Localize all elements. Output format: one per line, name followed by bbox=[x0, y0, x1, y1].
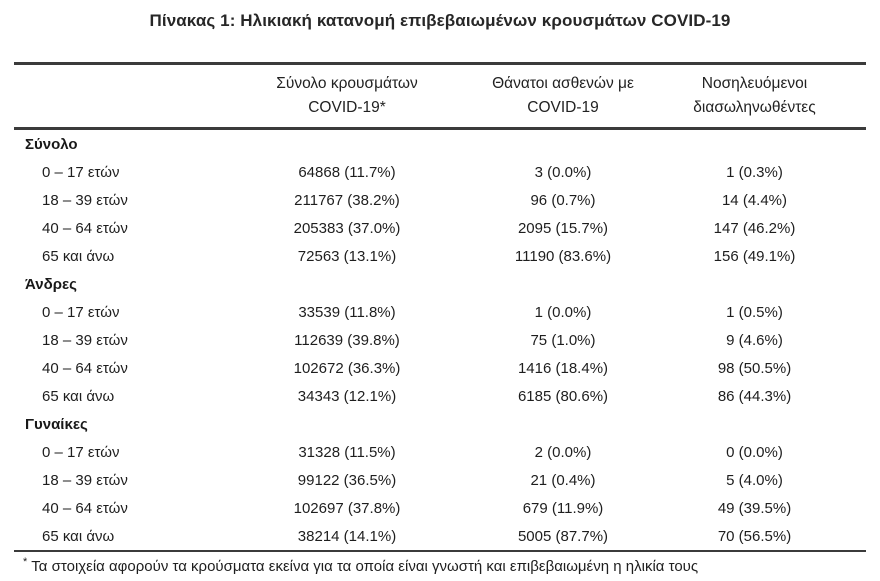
cases-value: 211767 (38.2%) bbox=[294, 191, 400, 209]
section-header-row: Γυναίκες bbox=[14, 410, 866, 438]
covid-age-table: Σύνολο κρουσμάτων COVID-19* Θάνατοι ασθε… bbox=[14, 62, 866, 550]
footnote-asterisk: * bbox=[23, 556, 28, 568]
table-header: Σύνολο κρουσμάτων COVID-19* Θάνατοι ασθε… bbox=[14, 63, 866, 130]
intubated-value: 86 (44.3%) bbox=[717, 387, 792, 405]
table-row: 0 – 17 ετών 64868 (11.7%) 3 (0.0%) 1 (0.… bbox=[14, 158, 866, 186]
table-body: Σύνολο 0 – 17 ετών 64868 (11.7%) 3 (0.0%… bbox=[14, 129, 866, 551]
intubated-value: 49 (39.5%) bbox=[717, 499, 792, 517]
header-total-cases-line2: COVID-19* bbox=[308, 99, 386, 116]
table-row: 65 και άνω 38214 (14.1%) 5005 (87.7%) 70… bbox=[14, 522, 866, 550]
deaths-value: 6185 (80.6%) bbox=[517, 387, 609, 405]
covid-age-table-container: Σύνολο κρουσμάτων COVID-19* Θάνατοι ασθε… bbox=[14, 62, 866, 575]
cases-value: 38214 (14.1%) bbox=[297, 527, 397, 545]
deaths-value: 21 (0.4%) bbox=[530, 471, 596, 489]
section-header-row: Σύνολο bbox=[14, 129, 866, 159]
row-label: 0 – 17 ετών bbox=[42, 163, 120, 181]
intubated-value: 14 (4.4%) bbox=[721, 191, 788, 209]
header-deaths: Θάνατοι ασθενών με COVID-19 bbox=[465, 63, 661, 130]
header-deaths-line1: Θάνατοι ασθενών με bbox=[492, 75, 634, 92]
intubated-value: 9 (4.6%) bbox=[726, 331, 783, 349]
header-deaths-line2: COVID-19 bbox=[527, 99, 599, 116]
row-label: 0 – 17 ετών bbox=[42, 303, 120, 321]
section-header-men: Άνδρες bbox=[25, 275, 77, 293]
cases-value: 205383 (37.0%) bbox=[293, 219, 401, 237]
section-header-total: Σύνολο bbox=[25, 135, 78, 153]
deaths-value: 1416 (18.4%) bbox=[517, 359, 609, 377]
deaths-value: 2 (0.0%) bbox=[534, 443, 592, 461]
table-row: 0 – 17 ετών 31328 (11.5%) 2 (0.0%) 0 (0.… bbox=[14, 438, 866, 466]
intubated-value: 1 (0.3%) bbox=[726, 163, 783, 181]
table-row: 18 – 39 ετών 112639 (39.8%) 75 (1.0%) 9 … bbox=[14, 326, 866, 354]
section-header-row: Άνδρες bbox=[14, 270, 866, 298]
intubated-value: 98 (50.5%) bbox=[717, 359, 792, 377]
cases-value: 64868 (11.7%) bbox=[298, 163, 396, 181]
row-label: 18 – 39 ετών bbox=[42, 331, 128, 349]
table-row: 40 – 64 ετών 102697 (37.8%) 679 (11.9%) … bbox=[14, 494, 866, 522]
table-row: 0 – 17 ετών 33539 (11.8%) 1 (0.0%) 1 (0.… bbox=[14, 298, 866, 326]
row-label: 65 και άνω bbox=[42, 387, 115, 405]
row-label: 0 – 17 ετών bbox=[42, 443, 120, 461]
deaths-value: 1 (0.0%) bbox=[534, 303, 592, 321]
section-header-women: Γυναίκες bbox=[25, 415, 88, 433]
intubated-value: 1 (0.5%) bbox=[726, 303, 783, 321]
cases-value: 34343 (12.1%) bbox=[297, 387, 397, 405]
deaths-value: 3 (0.0%) bbox=[534, 163, 592, 181]
deaths-value: 75 (1.0%) bbox=[530, 331, 596, 349]
footnote-text: Τα στοιχεία αφορούν τα κρούσματα εκείνα … bbox=[31, 558, 699, 575]
cases-value: 102672 (36.3%) bbox=[293, 359, 401, 377]
deaths-value: 5005 (87.7%) bbox=[517, 527, 609, 545]
table-row: 18 – 39 ετών 99122 (36.5%) 21 (0.4%) 5 (… bbox=[14, 466, 866, 494]
cases-value: 72563 (13.1%) bbox=[297, 247, 397, 265]
table-footnote: * Τα στοιχεία αφορούν τα κρούσματα εκείνα… bbox=[14, 550, 866, 575]
table-row: 18 – 39 ετών 211767 (38.2%) 96 (0.7%) 14… bbox=[14, 186, 866, 214]
row-label: 40 – 64 ετών bbox=[42, 219, 128, 237]
deaths-value: 96 (0.7%) bbox=[530, 191, 596, 209]
row-label: 65 και άνω bbox=[42, 247, 115, 265]
page-title: Πίνακας 1: Ηλικιακή κατανομή επιβεβαιωμέ… bbox=[149, 11, 731, 30]
intubated-value: 70 (56.5%) bbox=[717, 527, 792, 545]
deaths-value: 679 (11.9%) bbox=[522, 499, 604, 517]
row-label: 18 – 39 ετών bbox=[42, 471, 128, 489]
table-row: 65 και άνω 34343 (12.1%) 6185 (80.6%) 86… bbox=[14, 382, 866, 410]
row-label: 40 – 64 ετών bbox=[42, 499, 128, 517]
table-row: 65 και άνω 72563 (13.1%) 11190 (83.6%) 1… bbox=[14, 242, 866, 270]
deaths-value: 2095 (15.7%) bbox=[517, 219, 609, 237]
header-total-cases: Σύνολο κρουσμάτων COVID-19* bbox=[229, 63, 465, 130]
header-empty-cell bbox=[14, 63, 229, 130]
cases-value: 31328 (11.5%) bbox=[298, 443, 396, 461]
cases-value: 33539 (11.8%) bbox=[298, 303, 396, 321]
header-intubated: Νοσηλευόμενοι διασωληνωθέντες bbox=[661, 63, 866, 130]
intubated-value: 147 (46.2%) bbox=[713, 219, 796, 237]
intubated-value: 0 (0.0%) bbox=[726, 443, 783, 461]
header-total-cases-line1: Σύνολο κρουσμάτων bbox=[276, 75, 418, 92]
deaths-value: 11190 (83.6%) bbox=[514, 247, 612, 265]
header-intubated-line2: διασωληνωθέντες bbox=[693, 99, 816, 116]
row-label: 65 και άνω bbox=[42, 527, 115, 545]
header-row: Σύνολο κρουσμάτων COVID-19* Θάνατοι ασθε… bbox=[14, 63, 866, 130]
cases-value: 102697 (37.8%) bbox=[293, 499, 401, 517]
intubated-value: 5 (4.0%) bbox=[726, 471, 783, 489]
table-row: 40 – 64 ετών 205383 (37.0%) 2095 (15.7%)… bbox=[14, 214, 866, 242]
row-label: 40 – 64 ετών bbox=[42, 359, 128, 377]
intubated-value: 156 (49.1%) bbox=[713, 247, 796, 265]
row-label: 18 – 39 ετών bbox=[42, 191, 128, 209]
table-row: 40 – 64 ετών 102672 (36.3%) 1416 (18.4%)… bbox=[14, 354, 866, 382]
cases-value: 112639 (39.8%) bbox=[294, 331, 400, 349]
cases-value: 99122 (36.5%) bbox=[297, 471, 397, 489]
header-intubated-line1: Νοσηλευόμενοι bbox=[701, 75, 808, 92]
